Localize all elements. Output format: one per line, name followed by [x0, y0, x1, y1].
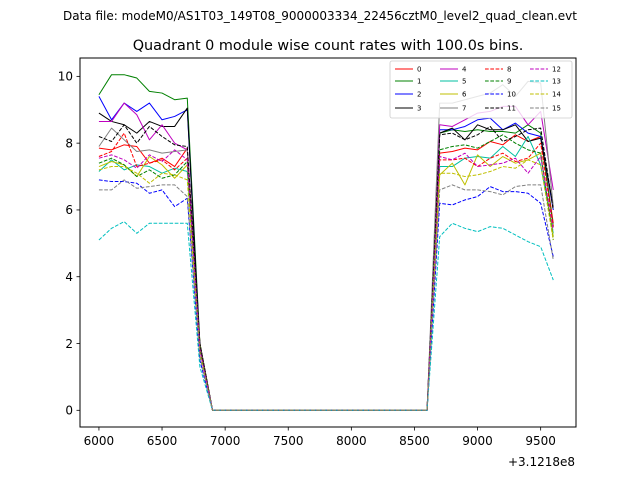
series-line-9 [98, 134, 554, 411]
legend-label-9: 9 [507, 78, 511, 86]
series-line-6 [98, 152, 554, 411]
plot-lines [98, 74, 554, 411]
legend-box [389, 60, 573, 119]
legend-label-6: 6 [462, 91, 467, 99]
series-line-2 [98, 96, 554, 411]
x-axis: 6000 6500 7000 7500 8000 8500 9000 9500 [84, 427, 556, 448]
y-tick-label: 0 [65, 404, 73, 418]
x-tick-label: 8500 [399, 434, 430, 448]
legend-label-2: 2 [417, 91, 421, 99]
x-tick-label: 9500 [525, 434, 556, 448]
plot-area-frame [79, 57, 577, 428]
x-tick-label: 7500 [273, 434, 304, 448]
x-tick-label: 6500 [147, 434, 178, 448]
y-axis: 0 2 4 6 8 10 [58, 70, 80, 418]
series-line-11 [98, 124, 554, 411]
series-line-5 [98, 135, 554, 411]
legend-label-13: 13 [552, 78, 561, 86]
x-tick-label: 9000 [462, 434, 493, 448]
series-line-15 [98, 179, 554, 411]
data-file-suptitle: Data file: modeM0/AS1T03_149T08_90000033… [63, 9, 577, 23]
legend-label-1: 1 [417, 78, 421, 86]
x-tick-label: 8000 [336, 434, 367, 448]
legend-label-14: 14 [552, 91, 561, 99]
series-line-4 [98, 102, 554, 411]
legend-label-15: 15 [552, 105, 561, 113]
series-line-8 [98, 132, 554, 411]
legend-label-10: 10 [507, 91, 516, 99]
series-line-1 [98, 74, 554, 411]
legend-label-12: 12 [552, 66, 561, 74]
legend-label-4: 4 [462, 66, 467, 74]
series-line-12 [98, 149, 554, 411]
y-tick-label: 2 [65, 337, 73, 351]
series-line-3 [98, 107, 554, 411]
y-tick-label: 8 [65, 136, 73, 150]
chart-title: Quadrant 0 module wise count rates with … [133, 38, 524, 54]
series-line-13 [98, 221, 554, 411]
series-line-0 [98, 134, 554, 411]
x-tick-label: 7000 [210, 434, 241, 448]
y-tick-label: 4 [65, 270, 73, 284]
legend-label-5: 5 [462, 78, 466, 86]
series-line-10 [98, 179, 554, 411]
legend-label-7: 7 [462, 105, 466, 113]
x-tick-label: 6000 [84, 434, 115, 448]
legend-label-3: 3 [417, 105, 421, 113]
legend-label-11: 11 [507, 105, 516, 113]
series-line-14 [98, 159, 554, 411]
legend-label-0: 0 [417, 66, 421, 74]
legend-label-8: 8 [507, 66, 511, 74]
y-tick-label: 10 [58, 70, 73, 84]
y-tick-label: 6 [65, 203, 73, 217]
x-axis-offset-label: +3.1218e8 [508, 455, 575, 469]
